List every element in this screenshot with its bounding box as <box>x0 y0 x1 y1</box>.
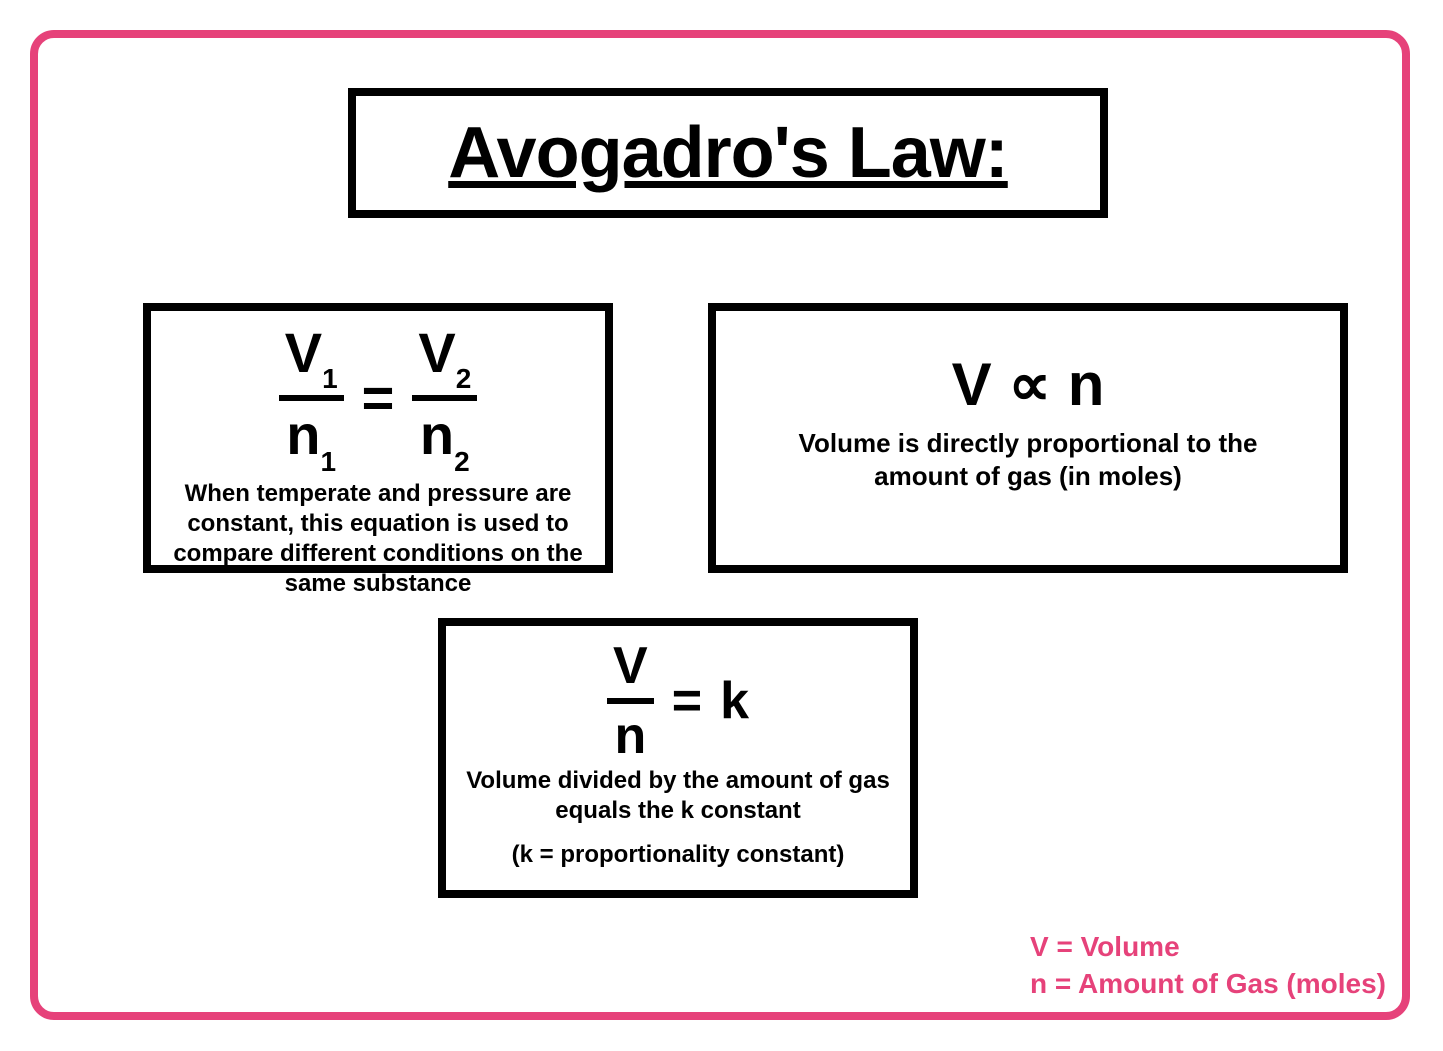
var-n: n <box>420 403 454 466</box>
equation-card-constant: V n = k Volume divided by the amount of … <box>438 618 918 898</box>
equation-proportional: V ∝ n <box>736 355 1320 415</box>
subscript-2: 2 <box>456 363 472 394</box>
subscript-1: 1 <box>320 446 336 477</box>
legend-volume: V = Volume <box>1030 929 1386 965</box>
proportional-description: Volume is directly proportional to the a… <box>736 427 1320 492</box>
fraction-v2-n2: V2 n2 <box>412 325 477 471</box>
subscript-1: 1 <box>322 363 338 394</box>
constant-description-1: Volume divided by the amount of gas equa… <box>466 766 890 826</box>
fraction-v-n: V n <box>607 640 654 762</box>
equals-sign: = <box>362 370 395 426</box>
var-v: V <box>418 321 455 384</box>
var-n: n <box>286 403 320 466</box>
legend: V = Volume n = Amount of Gas (moles) <box>1030 929 1386 1002</box>
equation-ratio: V1 n1 = V2 n2 <box>171 325 585 471</box>
subscript-2: 2 <box>454 446 470 477</box>
equation-constant: V n = k <box>466 640 890 762</box>
ratio-description: When temperate and pressure are constant… <box>171 479 585 599</box>
var-k: k <box>720 675 749 727</box>
equation-card-proportional: V ∝ n Volume is directly proportional to… <box>708 303 1348 573</box>
equals-sign: = <box>672 675 702 727</box>
var-v: V <box>285 321 322 384</box>
var-n: n <box>608 710 652 762</box>
var-v: V <box>607 640 654 692</box>
title-box: Avogadro's Law: <box>348 88 1108 218</box>
constant-description-2: (k = proportionality constant) <box>466 840 890 870</box>
page-title: Avogadro's Law: <box>448 112 1008 194</box>
outer-frame: Avogadro's Law: V1 n1 = V2 n2 When tempe… <box>30 30 1410 1020</box>
fraction-v1-n1: V1 n1 <box>279 325 344 471</box>
legend-moles: n = Amount of Gas (moles) <box>1030 966 1386 1002</box>
equation-card-ratio: V1 n1 = V2 n2 When temperate and pressur… <box>143 303 613 573</box>
